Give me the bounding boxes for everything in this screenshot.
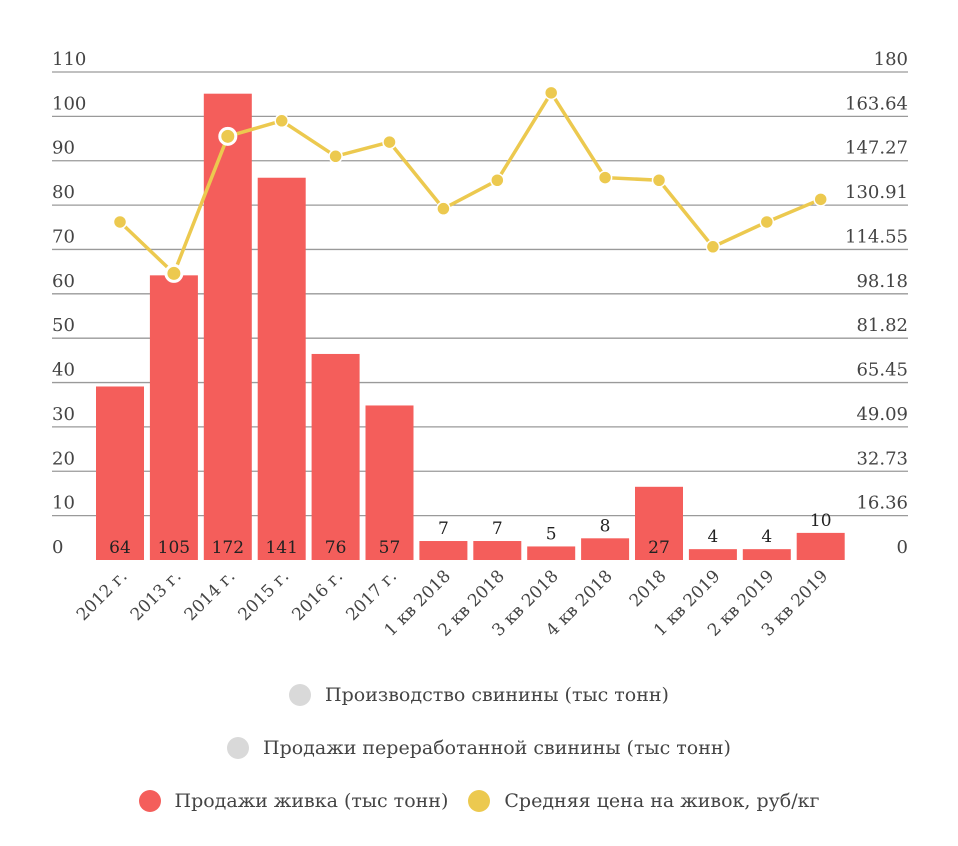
legend-marker-processed-sales xyxy=(227,737,250,759)
legend-item-live-sales[interactable]: Продажи живка (тыс тонн) xyxy=(138,790,449,812)
right-axis-tick: 98.18 xyxy=(856,271,908,292)
left-axis-tick: 0 xyxy=(52,537,63,558)
left-axis-tick: 100 xyxy=(52,93,86,114)
price-point xyxy=(597,170,613,185)
right-axis-tick: 65.45 xyxy=(856,360,908,381)
bar xyxy=(203,93,252,560)
bar xyxy=(96,386,144,560)
bar xyxy=(149,275,198,560)
left-axis-tick: 90 xyxy=(52,138,75,159)
right-axis-tick: 0 xyxy=(897,537,908,558)
bar-data-label: 4 xyxy=(707,527,718,547)
left-axis-tick: 70 xyxy=(52,226,75,247)
legend-item-production[interactable]: Производство свинины (тыс тонн) xyxy=(289,684,669,706)
price-point xyxy=(651,172,667,188)
legend-marker-avg-price xyxy=(468,790,491,812)
left-axis-tick: 10 xyxy=(52,493,75,514)
left-axis-tick: 50 xyxy=(52,315,75,336)
bar xyxy=(742,549,791,560)
bar-data-label: 7 xyxy=(492,519,503,539)
price-point xyxy=(382,134,397,150)
left-axis-tick: 30 xyxy=(52,404,75,425)
bar-data-label: 141 xyxy=(265,538,297,558)
bar-data-label: 172 xyxy=(212,538,244,558)
left-axis-tick: 110 xyxy=(52,49,86,70)
legend-marker-production xyxy=(289,684,312,706)
legend-marker-live-sales xyxy=(138,790,161,812)
x-axis-tick: 2015 г. xyxy=(235,566,294,625)
legend-label-production: Производство свинины (тыс тонн) xyxy=(325,684,669,706)
price-point xyxy=(543,85,559,101)
price-point xyxy=(813,192,828,207)
price-point xyxy=(164,263,184,283)
legend-row-2: Продажи переработанной свинины (тыс тонн… xyxy=(0,737,958,759)
legend-row-3: Продажи живка (тыс тонн) Средняя цена на… xyxy=(0,790,958,812)
bar-data-label: 4 xyxy=(761,527,772,547)
bar xyxy=(311,353,360,560)
x-axis-tick: 2012 г. xyxy=(73,566,132,625)
bar-data-label: 105 xyxy=(158,538,190,558)
legend-label-avg-price: Средняя цена на живок, руб/кг xyxy=(504,790,820,812)
price-point xyxy=(759,214,775,230)
bar-data-label: 10 xyxy=(810,511,832,531)
legend-item-processed-sales[interactable]: Продажи переработанной свинины (тыс тонн… xyxy=(227,737,731,759)
bar-data-label: 76 xyxy=(325,538,347,558)
right-axis-tick: 147.27 xyxy=(845,138,908,159)
price-point xyxy=(218,126,238,146)
bar xyxy=(419,541,468,560)
x-axis-tick: 2013 г. xyxy=(127,566,186,625)
bar xyxy=(688,549,737,560)
bar xyxy=(365,405,414,560)
legend-label-processed-sales: Продажи переработанной свинины (тыс тонн… xyxy=(263,737,731,759)
price-point xyxy=(705,239,721,255)
bar xyxy=(796,532,845,560)
bar xyxy=(581,538,630,560)
legend-item-avg-price[interactable]: Средняя цена на живок, руб/кг xyxy=(468,790,819,812)
bar xyxy=(257,177,306,560)
right-axis-tick: 49.09 xyxy=(856,404,908,425)
right-axis-tick: 16.36 xyxy=(856,493,908,514)
bar xyxy=(473,541,522,560)
bar xyxy=(527,546,576,560)
bar xyxy=(635,486,683,560)
x-axis-tick: 2014 г. xyxy=(181,566,240,625)
left-axis-tick: 80 xyxy=(52,182,75,203)
right-axis-tick: 130.91 xyxy=(845,182,908,203)
left-axis-tick: 20 xyxy=(52,448,75,469)
price-point xyxy=(274,113,289,129)
price-point xyxy=(490,172,505,188)
price-point xyxy=(436,201,451,216)
right-axis-tick: 180 xyxy=(874,49,908,70)
legend-label-live-sales: Продажи живка (тыс тонн) xyxy=(174,790,449,812)
left-axis-tick: 60 xyxy=(52,271,75,292)
bar-data-label: 27 xyxy=(648,538,670,558)
bar-data-label: 64 xyxy=(109,538,131,558)
bar-data-label: 8 xyxy=(600,516,611,536)
right-axis-tick: 32.73 xyxy=(856,448,908,469)
price-point xyxy=(112,214,128,230)
bar-data-label: 57 xyxy=(379,538,401,558)
right-axis-tick: 163.64 xyxy=(845,93,908,114)
legend-row-1: Производство свинины (тыс тонн) xyxy=(0,684,958,706)
x-axis-tick: 2016 г. xyxy=(288,566,347,625)
x-axis-tick: 2018 xyxy=(626,566,671,611)
right-axis-tick: 81.82 xyxy=(856,315,908,336)
bar-data-label: 5 xyxy=(546,524,557,544)
price-point xyxy=(328,149,343,164)
right-axis-tick: 114.55 xyxy=(845,226,908,247)
bar-data-label: 7 xyxy=(438,519,449,539)
left-axis-tick: 40 xyxy=(52,360,75,381)
